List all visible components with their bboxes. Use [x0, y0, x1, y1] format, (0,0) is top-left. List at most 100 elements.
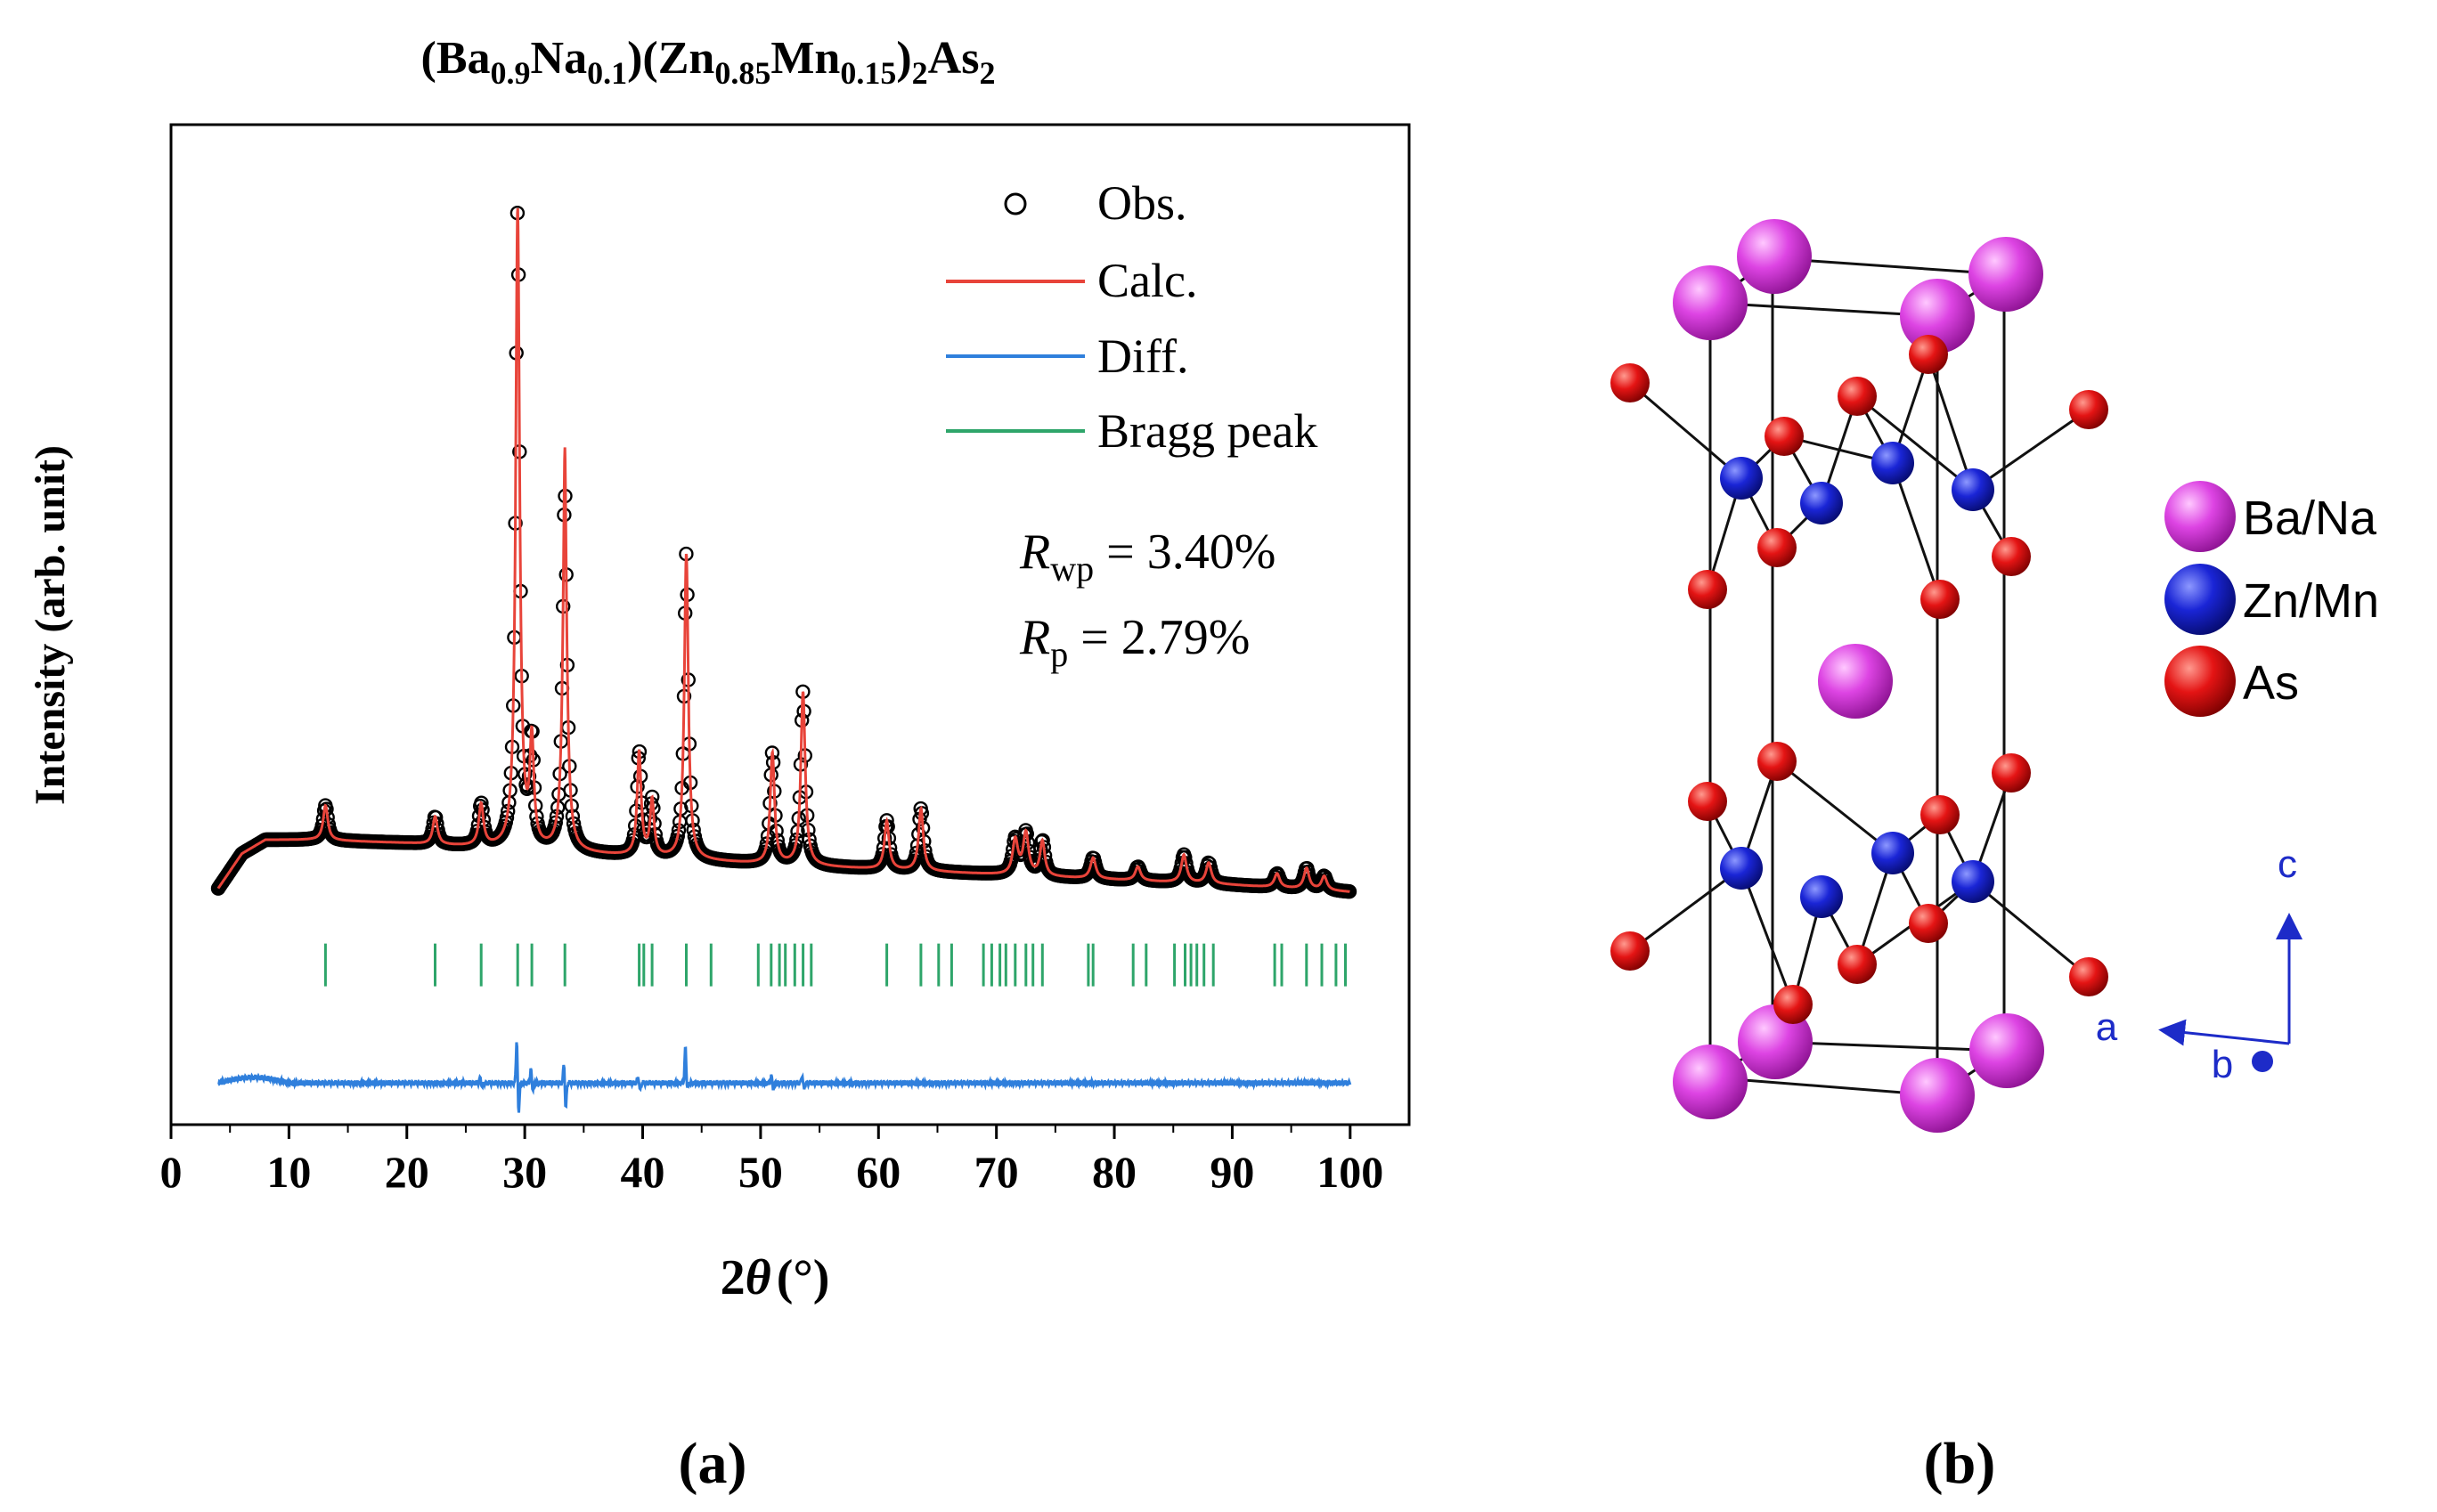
x-tick-label: 0: [160, 1147, 183, 1197]
legend-diff-label: Diff.: [1097, 329, 1189, 383]
title-part: 0.1: [587, 55, 627, 91]
title-part: 2: [979, 55, 995, 91]
as-atom: [1688, 570, 1727, 609]
legend-obs-marker: [1004, 192, 1027, 215]
title-part: (Ba: [421, 33, 491, 84]
x-tick-label: 50: [738, 1147, 783, 1197]
x-tick-label: 90: [1210, 1147, 1254, 1197]
legend-zn-mn-icon: [2164, 564, 2236, 635]
title-part: 0.15: [840, 55, 896, 91]
legend-bragg-label: Bragg peak: [1097, 404, 1317, 458]
rwp-value: = 3.40%: [1094, 524, 1276, 580]
rp-value: = 2.79%: [1068, 610, 1250, 665]
plot-frame: [169, 123, 1411, 1126]
rp-annotation: Rp = 2.79%: [1019, 610, 1250, 674]
legend-as-label: As: [2243, 656, 2299, 710]
orientation-axes: c a b: [2096, 842, 2303, 1086]
as-atom: [1909, 335, 1948, 374]
as-atom: [1838, 945, 1877, 984]
title-part: 2: [912, 55, 928, 91]
ba-atom: [1737, 219, 1812, 294]
x-axis: 0 10 20 30 40 50 60 70 80 90 100: [160, 1125, 1383, 1197]
legend-as-icon: [2164, 646, 2236, 717]
as-atom: [1773, 985, 1813, 1024]
title-part: 0.85: [714, 55, 770, 91]
legend-calc-label: Calc.: [1097, 254, 1197, 307]
x-tick-label: 30: [502, 1147, 547, 1197]
x-axis-label-theta: θ: [746, 1250, 771, 1305]
legend-ba-na-icon: [2164, 481, 2236, 552]
diff-line: [217, 1042, 1352, 1113]
c-axis-label: c: [2278, 842, 2297, 886]
rp-symbol: R: [1019, 610, 1050, 665]
as-atom: [1688, 782, 1727, 821]
as-atom: [1909, 904, 1948, 943]
ba-atom: [1818, 644, 1893, 719]
rwp-subscript: wp: [1050, 549, 1094, 589]
ba-na-atoms: [1673, 219, 2044, 1133]
x-axis-label: 2θ (°): [721, 1250, 830, 1305]
title-part: )(Zn: [627, 33, 714, 84]
legend-zn-mn-label: Zn/Mn: [2243, 574, 2379, 628]
rwp-annotation: Rwp = 3.40%: [1019, 524, 1276, 589]
legend-ba-na-label: Ba/Na: [2243, 492, 2377, 545]
bragg-ticks: [323, 943, 1347, 987]
panel-label-a: (a): [679, 1431, 747, 1496]
zn-atom: [1800, 482, 1843, 524]
title-part: As: [928, 33, 980, 84]
x-tick-label: 20: [385, 1147, 429, 1197]
as-atom: [1838, 377, 1877, 416]
calc-line: [216, 207, 1350, 893]
chart-title: (Ba0.9Na0.1)(Zn0.85Mn0.15)2As2: [421, 33, 996, 91]
as-atom: [1992, 537, 2031, 576]
as-atom: [1920, 580, 1960, 619]
title-part: Na: [531, 33, 588, 84]
as-atom: [1610, 931, 1650, 971]
b-axis-label: b: [2212, 1043, 2233, 1086]
title-part: Mn: [770, 33, 840, 84]
chart-legend: Obs. Calc. Diff. Bragg peak: [946, 176, 1317, 458]
ba-atom: [1673, 1045, 1748, 1119]
ba-atom: [1673, 265, 1748, 340]
y-axis-label: Intensity (arb. unit): [27, 445, 74, 805]
b-axis-dot: [2252, 1051, 2273, 1072]
zn-mn-atoms: [1720, 442, 1994, 918]
rwp-symbol: R: [1019, 524, 1050, 580]
x-tick-label: 40: [621, 1147, 665, 1197]
a-axis-label: a: [2096, 1005, 2118, 1049]
rp-subscript: p: [1050, 634, 1068, 674]
zn-atom: [1952, 468, 1994, 511]
as-atom: [2069, 390, 2108, 429]
plot-area: [210, 205, 1357, 1113]
ba-atom: [1900, 279, 1975, 354]
x-tick-label: 70: [974, 1147, 1019, 1197]
as-atom: [1992, 753, 2031, 793]
structure-legend: Ba/Na Zn/Mn As: [2164, 481, 2379, 717]
a-axis-arrow: [2158, 1019, 2290, 1046]
x-tick-label: 60: [856, 1147, 901, 1197]
ba-atom: [1900, 1058, 1975, 1133]
as-atom: [1757, 528, 1797, 567]
as-atom: [1757, 742, 1797, 781]
x-axis-label-unit: (°): [777, 1250, 830, 1305]
zn-atom: [1800, 875, 1843, 918]
zn-atom: [1720, 457, 1763, 500]
zn-atom: [1720, 847, 1763, 890]
x-axis-label-prefix: 2: [721, 1250, 746, 1305]
title-part: ): [896, 33, 911, 84]
ba-atom: [1968, 237, 2043, 312]
legend-obs-label: Obs.: [1097, 176, 1187, 230]
zn-atom: [1871, 442, 1914, 484]
zn-atom: [1871, 832, 1914, 874]
zn-atom: [1952, 860, 1994, 903]
crystal-structure: [1610, 219, 2108, 1133]
x-tick-label: 10: [266, 1147, 311, 1197]
x-tick-label: 80: [1092, 1147, 1137, 1197]
title-part: 0.9: [491, 55, 531, 91]
x-tick-label: 100: [1316, 1147, 1383, 1197]
as-atom: [2069, 957, 2108, 996]
as-atom: [1920, 795, 1960, 834]
as-atom: [1610, 363, 1650, 402]
ba-atom: [1969, 1013, 2044, 1088]
